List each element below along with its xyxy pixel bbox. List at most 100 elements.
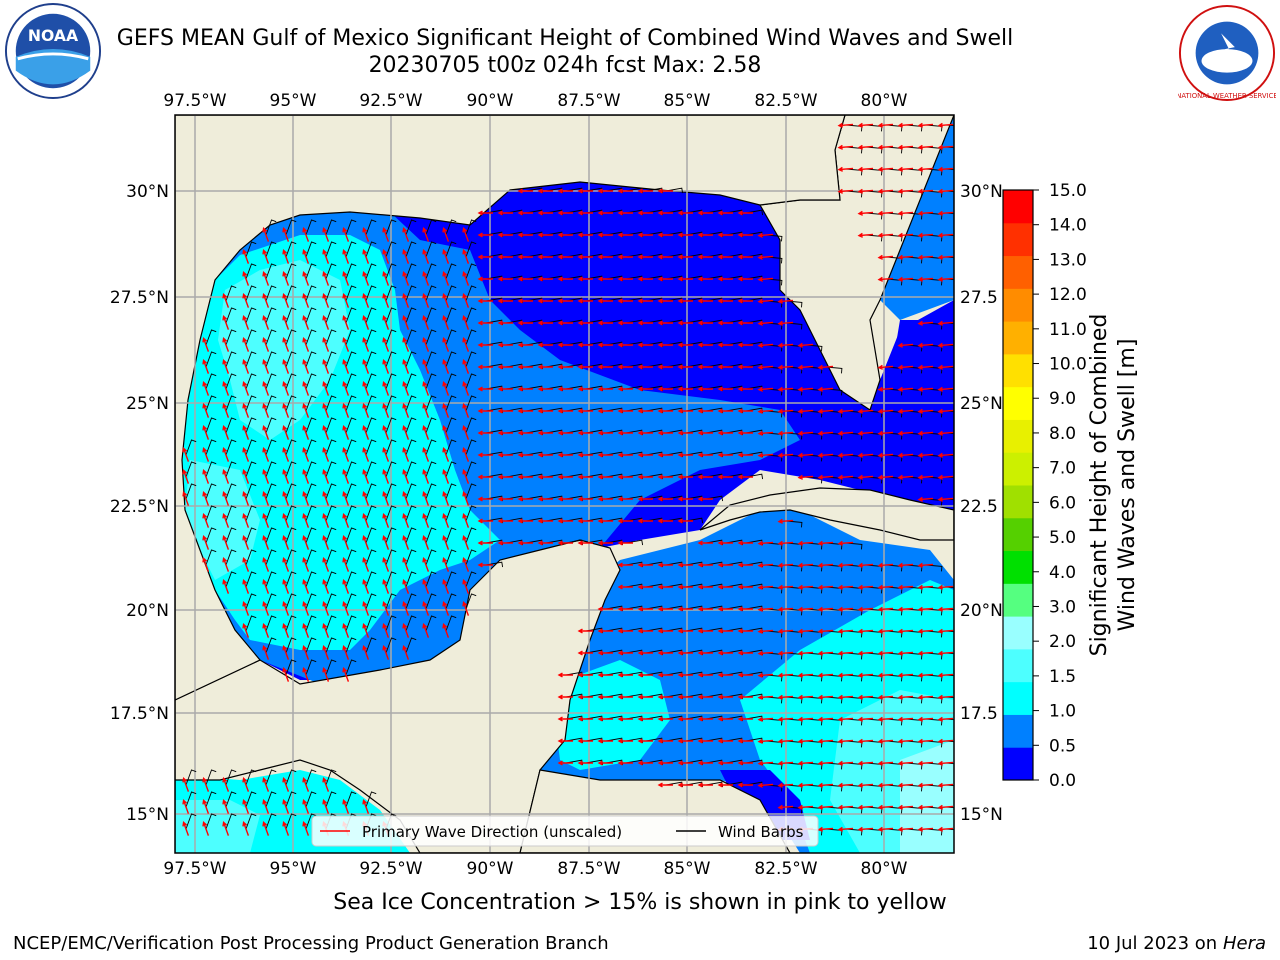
wind-barb bbox=[225, 307, 237, 324]
wave-direction-arrow bbox=[817, 474, 834, 480]
wave-direction-arrow bbox=[322, 491, 330, 506]
footer-credit: NCEP/EMC/Verification Post Processing Pr… bbox=[13, 933, 609, 954]
wave-direction-arrow bbox=[517, 320, 533, 326]
wind-barb bbox=[305, 527, 317, 544]
wave-direction-arrow bbox=[917, 562, 934, 568]
wave-direction-arrow bbox=[477, 496, 493, 502]
colorbar-label-line2: Wind Waves and Swell [m] bbox=[1115, 338, 1140, 632]
wave-direction-arrow bbox=[757, 254, 774, 260]
wave-direction-arrow bbox=[462, 513, 470, 528]
wave-direction-arrow bbox=[777, 628, 794, 634]
wave-direction-arrow bbox=[737, 584, 753, 590]
wave-direction-arrow bbox=[637, 452, 653, 458]
wave-direction-arrow bbox=[737, 232, 753, 238]
wave-direction-arrow bbox=[657, 232, 673, 238]
wave-direction-arrow bbox=[697, 562, 713, 568]
wave-direction-arrow bbox=[717, 672, 733, 678]
wind-barb bbox=[425, 483, 437, 500]
wind-barb bbox=[205, 769, 217, 786]
wave-direction-arrow bbox=[577, 496, 593, 502]
wind-barb bbox=[305, 285, 317, 302]
wind-barb bbox=[385, 637, 397, 654]
wave-direction-arrow bbox=[717, 254, 733, 260]
wave-direction-arrow bbox=[342, 227, 350, 242]
wave-direction-arrow bbox=[422, 249, 430, 264]
wave-direction-arrow bbox=[897, 166, 914, 172]
wave-direction-arrow bbox=[242, 381, 250, 396]
wave-direction-arrow bbox=[917, 342, 934, 348]
wave-direction-arrow bbox=[202, 447, 210, 462]
wave-direction-arrow bbox=[817, 738, 834, 744]
wave-direction-arrow bbox=[917, 320, 934, 326]
wave-direction-arrow bbox=[617, 694, 633, 700]
wave-direction-arrow bbox=[677, 650, 693, 656]
wind-barb bbox=[945, 432, 954, 435]
wave-direction-arrow bbox=[477, 276, 493, 282]
wave-direction-arrow bbox=[442, 535, 450, 550]
wave-direction-arrow bbox=[937, 826, 954, 832]
wave-direction-arrow bbox=[302, 425, 310, 440]
wave-direction-arrow bbox=[877, 232, 894, 238]
wave-direction-arrow bbox=[597, 342, 613, 348]
wind-barb bbox=[325, 571, 337, 588]
wave-direction-arrow bbox=[917, 584, 934, 590]
wave-direction-arrow bbox=[657, 364, 673, 370]
wave-direction-arrow bbox=[817, 760, 834, 766]
wind-barb bbox=[365, 791, 377, 808]
wind-barb bbox=[305, 219, 317, 236]
wave-direction-arrow bbox=[637, 210, 653, 216]
wave-direction-arrow bbox=[322, 799, 330, 814]
wave-direction-arrow bbox=[597, 408, 613, 414]
wind-barb bbox=[405, 571, 417, 588]
wave-direction-arrow bbox=[302, 557, 310, 572]
wind-barb bbox=[945, 454, 954, 457]
wave-direction-arrow bbox=[877, 650, 894, 656]
wind-barb bbox=[305, 329, 317, 346]
wind-barb bbox=[185, 461, 197, 478]
lat-tick-right: 27.5 bbox=[960, 288, 998, 308]
wind-barb bbox=[265, 571, 277, 588]
wave-direction-arrow bbox=[442, 293, 450, 308]
wave-direction-arrow bbox=[617, 716, 633, 722]
wave-direction-arrow bbox=[537, 430, 553, 436]
wave-direction-arrow bbox=[877, 606, 894, 612]
lon-tick-top: 87.5°W bbox=[557, 91, 620, 111]
wave-direction-arrow bbox=[497, 408, 513, 414]
wind-barb bbox=[285, 461, 297, 478]
wave-direction-arrow bbox=[697, 672, 713, 678]
wind-barb bbox=[325, 461, 337, 478]
wave-direction-arrow bbox=[657, 430, 673, 436]
wave-direction-arrow bbox=[697, 320, 713, 326]
wind-barb bbox=[385, 549, 397, 566]
wind-barb bbox=[365, 351, 377, 368]
wave-direction-arrow bbox=[182, 469, 190, 484]
wave-direction-arrow bbox=[282, 403, 290, 418]
wave-direction-arrow bbox=[637, 364, 653, 370]
wave-direction-arrow bbox=[857, 672, 874, 678]
wind-barb bbox=[425, 219, 437, 236]
footer-caption: Sea Ice Concentration > 15% is shown in … bbox=[333, 890, 947, 915]
wind-barb bbox=[245, 395, 257, 412]
wind-barb bbox=[425, 241, 437, 258]
wave-direction-arrow bbox=[242, 337, 250, 352]
wave-direction-arrow bbox=[677, 364, 693, 370]
colorbar-ticks: 15.0 14.0 13.0 12.0 11.0 10.0 9.0 8.0 7.0 6.0 5.0 4… bbox=[1033, 181, 1087, 791]
wind-barb bbox=[245, 329, 257, 346]
lon-tick-bottom: 80°W bbox=[861, 859, 908, 879]
wind-barb bbox=[285, 637, 297, 654]
wave-direction-arrow bbox=[282, 447, 290, 462]
wave-direction-arrow bbox=[777, 694, 794, 700]
colorbar-segment bbox=[1003, 190, 1033, 224]
wave-direction-arrow bbox=[517, 298, 533, 304]
colorbar-tick-label: 9.0 bbox=[1049, 389, 1076, 409]
wave-direction-arrow bbox=[462, 425, 470, 440]
wave-direction-arrow bbox=[917, 606, 934, 612]
wind-barb bbox=[245, 461, 257, 478]
wind-barb bbox=[325, 593, 337, 610]
wave-direction-arrow bbox=[222, 337, 230, 352]
wave-direction-arrow bbox=[597, 606, 613, 612]
wave-direction-arrow bbox=[422, 579, 430, 594]
wave-direction-arrow bbox=[262, 469, 270, 484]
wave-direction-arrow bbox=[322, 381, 330, 396]
wave-direction-arrow bbox=[477, 232, 493, 238]
